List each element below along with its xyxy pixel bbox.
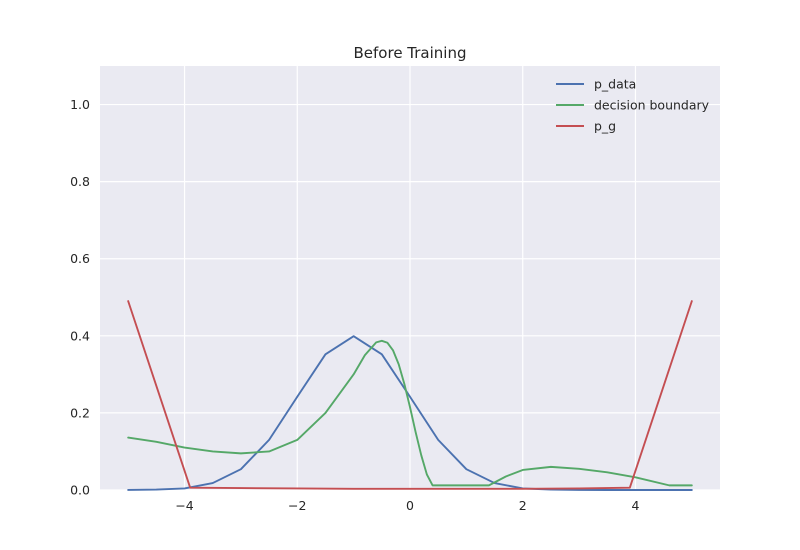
y-tick-label: 0.2 (70, 405, 90, 420)
x-tick-label: 0 (406, 498, 414, 513)
series-line-decision-boundary (127, 339, 693, 487)
y-tick-label: 0.0 (70, 483, 90, 498)
y-tick-label: 0.8 (70, 174, 90, 189)
series-lines (127, 300, 693, 491)
legend: p_data decision boundary p_g (556, 77, 710, 134)
y-tick-label: 0.6 (70, 251, 90, 266)
grid (100, 66, 720, 491)
x-tick-label: −2 (288, 498, 306, 513)
chart-title: Before Training (354, 44, 467, 62)
legend-label: decision boundary (594, 98, 710, 113)
x-tick-label: 2 (519, 498, 527, 513)
y-tick-label: 1.0 (70, 97, 90, 112)
legend-label: p_g (594, 119, 616, 134)
x-tick-label: −4 (175, 498, 193, 513)
legend-label: p_data (594, 77, 636, 92)
y-tick-label: 0.4 (70, 328, 90, 343)
series-line-p-g (127, 300, 693, 490)
series-line-p-data (127, 335, 693, 491)
tick-labels: −4 −2 0 2 4 0.0 0.2 0.4 0.6 0.8 1.0 (70, 97, 639, 513)
x-tick-label: 4 (631, 498, 639, 513)
